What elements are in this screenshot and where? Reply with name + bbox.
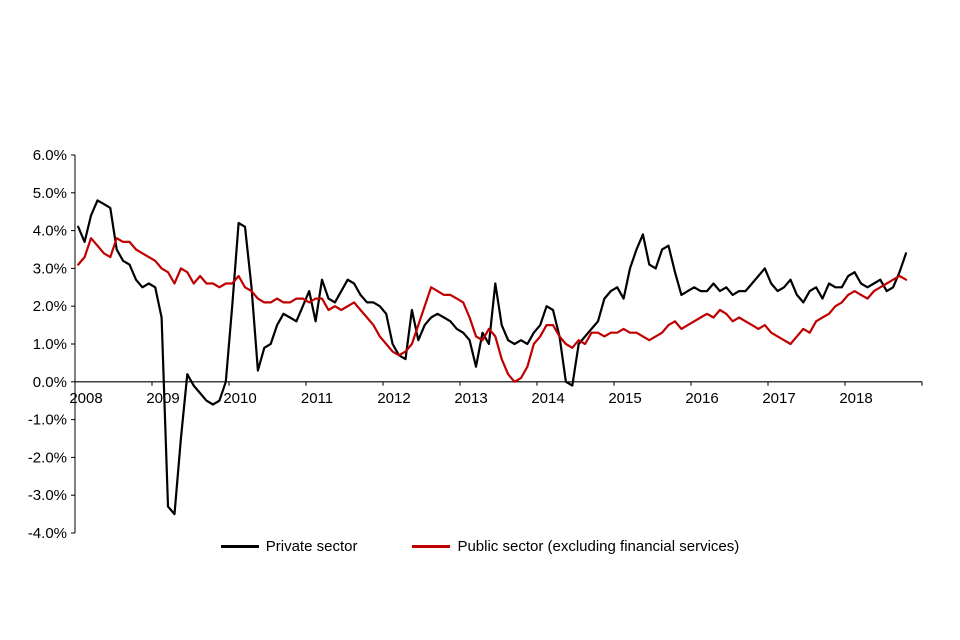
public-sector-line-swatch [412, 545, 451, 548]
y-axis-tick-label: 4.0% [33, 223, 67, 240]
public-sector-line [77, 237, 908, 383]
y-axis-tick-label: 3.0% [33, 260, 67, 277]
x-axis-tick-label: 2012 [377, 390, 410, 407]
x-axis-tick-label: 2017 [762, 390, 795, 407]
chart-legend: Private sector Public sector (excluding … [0, 538, 960, 555]
y-axis-tick-label: 5.0% [33, 185, 67, 202]
private-sector-line-swatch [220, 545, 259, 548]
legend-label-public-sector: Public sector (excluding financial servi… [457, 538, 740, 555]
x-axis-tick-label: 2009 [146, 390, 179, 407]
legend-label-private-sector: Private sector [265, 538, 358, 555]
legend-item-public-sector: Public sector (excluding financial servi… [412, 538, 739, 555]
y-axis-tick-label: -1.0% [28, 412, 67, 429]
private-sector-line [77, 199, 908, 516]
x-axis-tick-label: 2010 [223, 390, 256, 407]
y-axis-tick-label: 1.0% [33, 336, 67, 353]
x-axis-tick-label: 2014 [531, 390, 564, 407]
y-axis-tick-label: -2.0% [28, 449, 67, 466]
y-axis-tick-label: 0.0% [33, 374, 67, 391]
x-axis-tick-label: 2015 [608, 390, 641, 407]
y-axis-tick-label: -3.0% [28, 487, 67, 504]
x-axis-tick-label: 2011 [301, 390, 333, 407]
y-axis-tick-label: 2.0% [33, 298, 67, 315]
x-axis-tick-label: 2018 [839, 390, 872, 407]
x-axis-tick-label: 2008 [69, 390, 102, 407]
y-axis-tick-label: 6.0% [33, 147, 67, 164]
legend-item-private-sector: Private sector [220, 538, 358, 555]
y-axis-tick-label: -4.0% [28, 525, 67, 542]
x-axis-tick-label: 2013 [454, 390, 487, 407]
x-axis-tick-label: 2016 [685, 390, 718, 407]
